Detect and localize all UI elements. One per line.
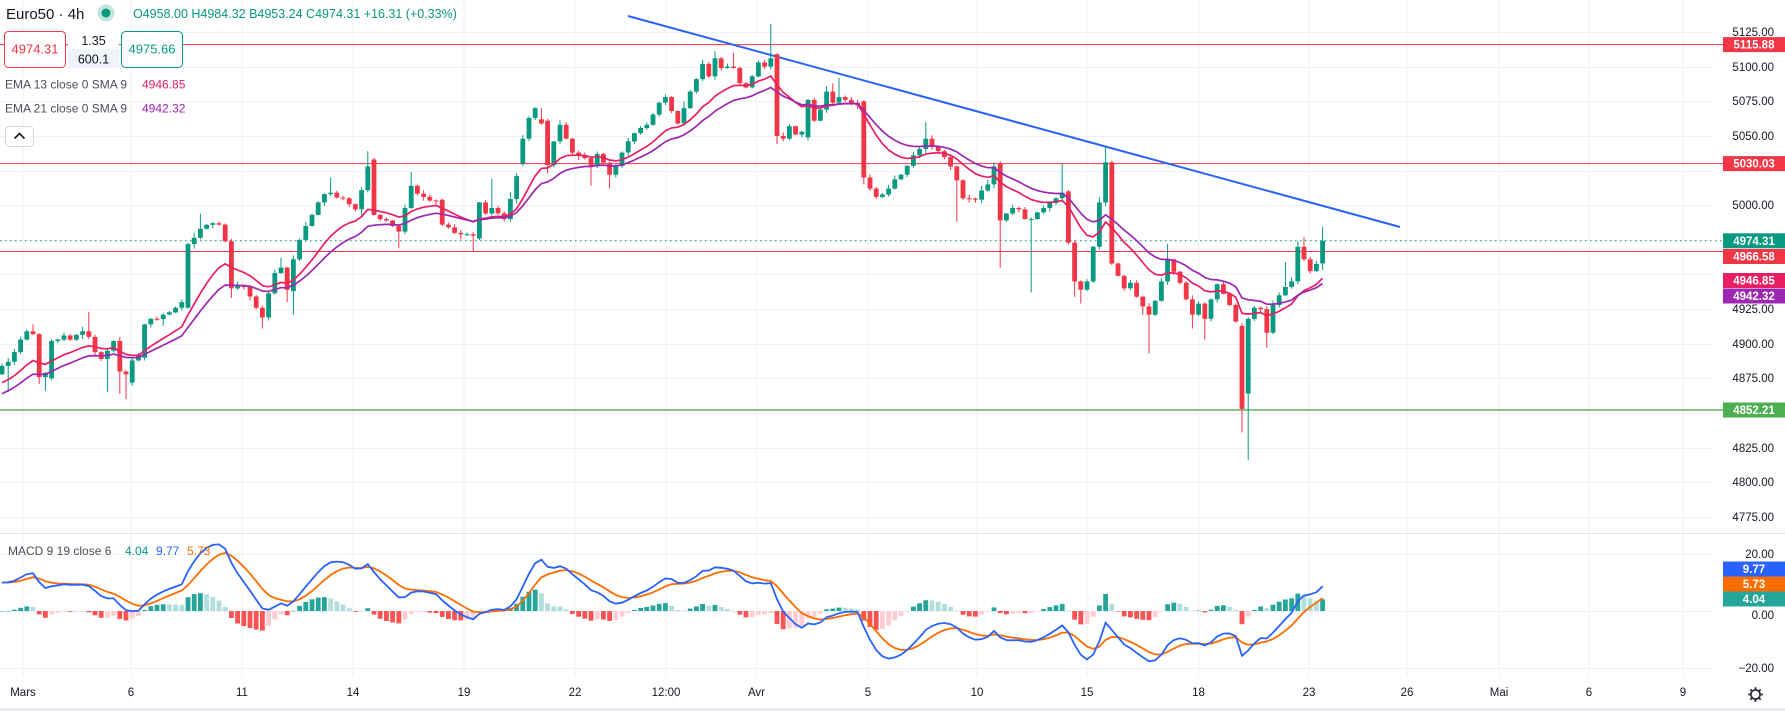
- svg-text:23: 23: [1303, 687, 1316, 699]
- svg-text:Avr: Avr: [748, 687, 765, 699]
- svg-text:9.77: 9.77: [1743, 564, 1765, 576]
- svg-text:5000.00: 5000.00: [1732, 200, 1774, 212]
- svg-text:4966.58: 4966.58: [1733, 252, 1775, 264]
- svg-text:6: 6: [128, 687, 134, 699]
- svg-text:4974.31: 4974.31: [12, 42, 59, 57]
- svg-text:5.73: 5.73: [187, 544, 211, 558]
- svg-text:18: 18: [1192, 687, 1205, 699]
- svg-text:4875.00: 4875.00: [1732, 373, 1774, 385]
- svg-text:5.73: 5.73: [1743, 579, 1765, 591]
- svg-text:O4958.00 H4984.32 B4953.24 C49: O4958.00 H4984.32 B4953.24 C4974.31 +16.…: [133, 7, 457, 21]
- svg-text:22: 22: [569, 687, 582, 699]
- svg-text:11: 11: [236, 687, 248, 699]
- svg-text:EMA 13 close 0 SMA 9: EMA 13 close 0 SMA 9: [5, 78, 127, 92]
- svg-text:4.04: 4.04: [1743, 594, 1766, 606]
- svg-text:4946.85: 4946.85: [142, 78, 186, 92]
- svg-text:10: 10: [971, 687, 984, 699]
- svg-text:Mars: Mars: [10, 687, 36, 699]
- svg-text:4975.66: 4975.66: [129, 42, 176, 57]
- svg-text:0.00: 0.00: [1752, 610, 1774, 622]
- svg-text:600.1: 600.1: [78, 53, 109, 67]
- svg-text:14: 14: [347, 687, 360, 699]
- svg-text:5100.00: 5100.00: [1732, 62, 1774, 74]
- svg-text:Euro50 · 4h: Euro50 · 4h: [6, 6, 84, 23]
- svg-text:4825.00: 4825.00: [1732, 443, 1774, 455]
- svg-text:20.00: 20.00: [1745, 549, 1774, 561]
- svg-text:5050.00: 5050.00: [1732, 131, 1774, 143]
- svg-text:4800.00: 4800.00: [1732, 477, 1774, 489]
- svg-text:MACD 9 19 close 6: MACD 9 19 close 6: [8, 544, 112, 558]
- svg-text:4852.21: 4852.21: [1733, 405, 1775, 417]
- svg-text:15: 15: [1081, 687, 1094, 699]
- svg-text:12:00: 12:00: [652, 687, 681, 699]
- svg-text:26: 26: [1401, 687, 1414, 699]
- svg-text:6: 6: [1586, 687, 1592, 699]
- svg-text:4775.00: 4775.00: [1732, 512, 1774, 524]
- svg-text:4900.00: 4900.00: [1732, 339, 1774, 351]
- svg-text:5: 5: [865, 687, 871, 699]
- svg-text:4974.31: 4974.31: [1733, 236, 1775, 248]
- svg-text:5125.00: 5125.00: [1732, 27, 1774, 39]
- svg-text:5030.03: 5030.03: [1733, 159, 1775, 171]
- svg-text:EMA 21 close 0 SMA 9: EMA 21 close 0 SMA 9: [5, 102, 127, 116]
- svg-text:4942.32: 4942.32: [1733, 291, 1775, 303]
- svg-text:−20.00: −20.00: [1739, 663, 1775, 675]
- svg-text:4925.00: 4925.00: [1732, 304, 1774, 316]
- svg-text:19: 19: [458, 687, 471, 699]
- svg-text:5075.00: 5075.00: [1732, 96, 1774, 108]
- svg-text:5115.88: 5115.88: [1734, 40, 1776, 52]
- svg-text:1.35: 1.35: [81, 34, 105, 48]
- svg-text:9: 9: [1680, 687, 1686, 699]
- svg-text:4946.85: 4946.85: [1733, 276, 1775, 288]
- svg-text:4.04: 4.04: [125, 544, 149, 558]
- svg-text:4942.32: 4942.32: [142, 102, 186, 116]
- svg-text:9.77: 9.77: [156, 544, 180, 558]
- svg-text:Mai: Mai: [1490, 687, 1509, 699]
